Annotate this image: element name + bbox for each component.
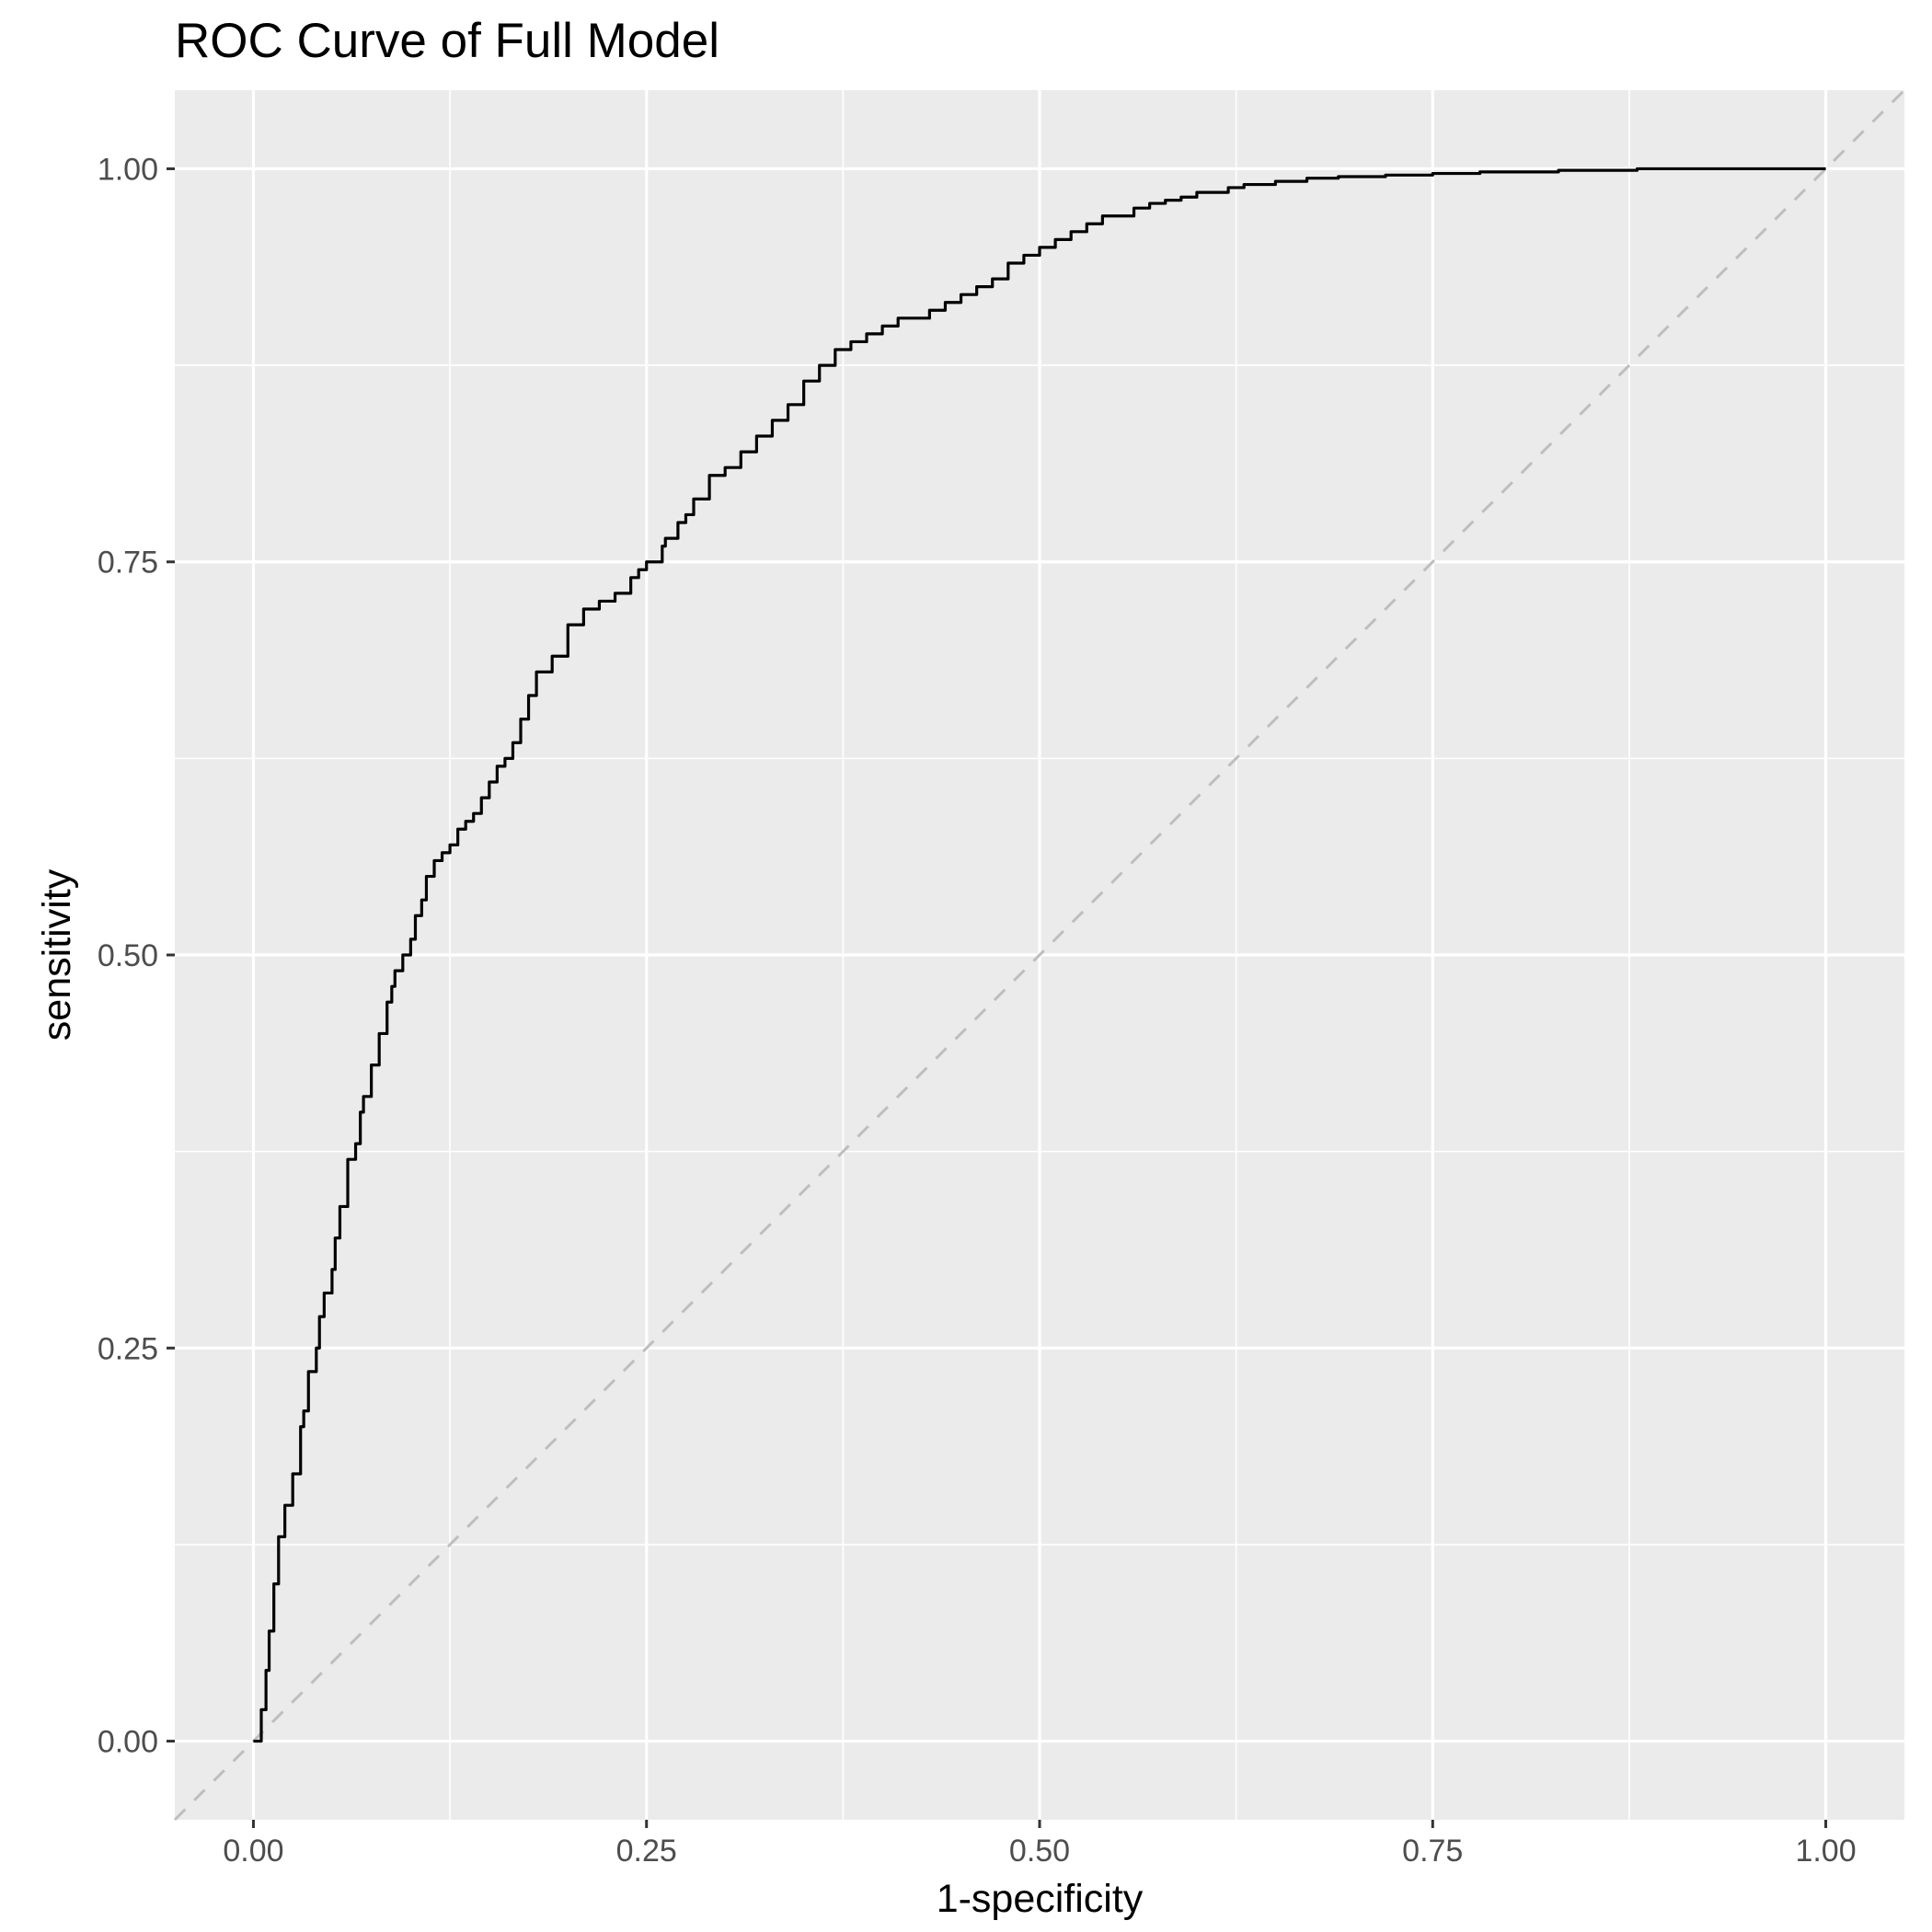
x-tick-label: 1.00 — [1795, 1834, 1856, 1869]
y-tick-label: 1.00 — [98, 152, 158, 187]
reference-line — [173, 88, 1906, 1822]
x-tick-label: 0.00 — [223, 1834, 283, 1869]
x-tick-label: 0.50 — [1009, 1834, 1070, 1869]
x-axis: 0.00 0.25 0.50 0.75 1.00 — [223, 1820, 1857, 1869]
roc-curve-group — [253, 167, 1826, 1743]
roc-curve — [253, 167, 1826, 1743]
y-tick-label: 0.75 — [98, 546, 158, 581]
x-tick-label: 0.75 — [1402, 1834, 1463, 1869]
reference-diagonal — [173, 88, 1906, 1822]
y-tick-label: 0.50 — [98, 938, 158, 973]
y-tick-label: 0.25 — [98, 1331, 158, 1366]
x-axis-title: 1-specificity — [937, 1877, 1144, 1921]
y-tick-label: 0.00 — [98, 1725, 158, 1760]
y-axis-title: sensitivity — [35, 868, 79, 1041]
y-axis: 0.00 0.25 0.50 0.75 1.00 — [98, 152, 175, 1760]
chart-title: ROC Curve of Full Model — [175, 14, 719, 68]
x-tick-label: 0.25 — [616, 1834, 677, 1869]
